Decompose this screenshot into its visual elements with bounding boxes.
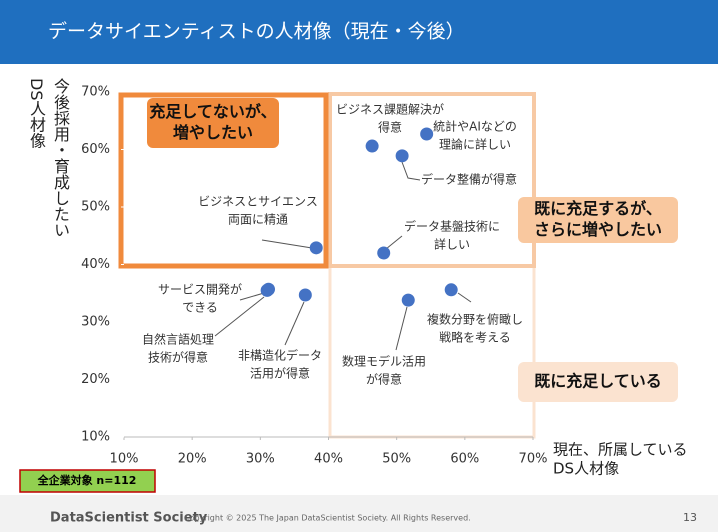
point-label: が得意 <box>366 372 402 387</box>
point-label: ビジネスとサイエンス <box>198 195 318 209</box>
point-label: 活用が得意 <box>250 366 310 381</box>
point <box>401 293 415 307</box>
quadrant-label: 充足してないが、 <box>149 102 276 121</box>
leader-line <box>401 161 421 181</box>
y-tick-label: 60% <box>81 142 110 157</box>
copyright: Copyright © 2025 The Japan DataScientist… <box>184 514 471 523</box>
y-tick-label: 50% <box>81 200 110 215</box>
quadrant-label: 既に充足している <box>534 372 662 391</box>
x-tick-label: 30% <box>246 452 275 467</box>
quadrant-label: さらに増やしたい <box>534 220 662 239</box>
leader-line <box>284 301 305 346</box>
point <box>298 288 312 302</box>
point-label: 複数分野を俯瞰し <box>427 312 523 327</box>
point <box>260 283 274 297</box>
leader-line <box>261 239 313 249</box>
point-label: できる <box>182 301 218 315</box>
quadrant-label-box <box>147 98 279 148</box>
x-tick-label: 10% <box>110 452 139 467</box>
point-label: 技術が得意 <box>148 350 208 365</box>
point-label: サービス開発が <box>158 282 242 297</box>
quadrant-label-box <box>518 362 678 402</box>
x-axis-title: 現在、所属している <box>553 441 688 459</box>
y-tick-label: 70% <box>81 85 110 100</box>
point <box>309 241 323 255</box>
x-axis-title: DS人材像 <box>553 460 619 478</box>
point-label: 数理モデル活用 <box>342 354 426 369</box>
y-tick-label: 40% <box>81 257 110 272</box>
leader-line <box>239 292 265 301</box>
y-axis-title: 今後採用・育成したい <box>51 78 70 238</box>
point-label: データ整備が得意 <box>421 172 517 187</box>
x-tick-label: 50% <box>382 452 411 467</box>
point-label: 非構造化データ <box>238 348 322 363</box>
point-label: 自然言語処理 <box>142 332 214 347</box>
badge <box>19 469 156 493</box>
x-tick-label: 60% <box>450 452 479 467</box>
leader-line <box>457 292 472 303</box>
point <box>365 139 379 153</box>
point-label: 詳しい <box>434 237 470 252</box>
header-band <box>0 0 718 64</box>
point-label: 両面に精通 <box>228 213 288 227</box>
point-label: ビジネス課題解決が <box>336 102 444 117</box>
point-label: データ基盤技術に <box>404 219 500 234</box>
page-number: 13 <box>683 511 697 524</box>
badge-text: 全企業対象 n=112 <box>37 473 137 487</box>
point-label: 統計やAIなどの <box>433 119 517 134</box>
point <box>420 127 434 141</box>
quadrant-box <box>118 92 329 269</box>
y-tick-label: 20% <box>81 372 110 387</box>
brand: DataScientist Society <box>50 511 208 526</box>
quadrant-label: 既に充足するが、 <box>534 199 662 218</box>
y-axis-title: DS人材像 <box>27 78 46 149</box>
quadrant-box <box>328 264 536 439</box>
point-label: 戦略を考える <box>439 330 511 345</box>
leader-line <box>395 306 408 351</box>
x-tick-label: 20% <box>178 452 207 467</box>
x-tick-label: 40% <box>314 452 343 467</box>
point-label: 得意 <box>378 120 402 135</box>
x-tick-label: 70% <box>519 452 548 467</box>
title: データサイエンティストの人材像（現在・今後） <box>48 21 465 43</box>
leader-line <box>385 235 403 250</box>
quadrant-box <box>328 92 536 268</box>
y-tick-label: 10% <box>81 430 110 445</box>
point <box>395 149 409 163</box>
quadrant-label: 増やしたい <box>173 123 253 142</box>
leader-line <box>214 296 265 337</box>
footer-band <box>0 495 718 532</box>
point-label: 理論に詳しい <box>439 137 511 152</box>
point <box>377 246 391 260</box>
point <box>444 283 458 297</box>
quadrant-label-box <box>518 197 678 243</box>
y-tick-label: 30% <box>81 315 110 330</box>
